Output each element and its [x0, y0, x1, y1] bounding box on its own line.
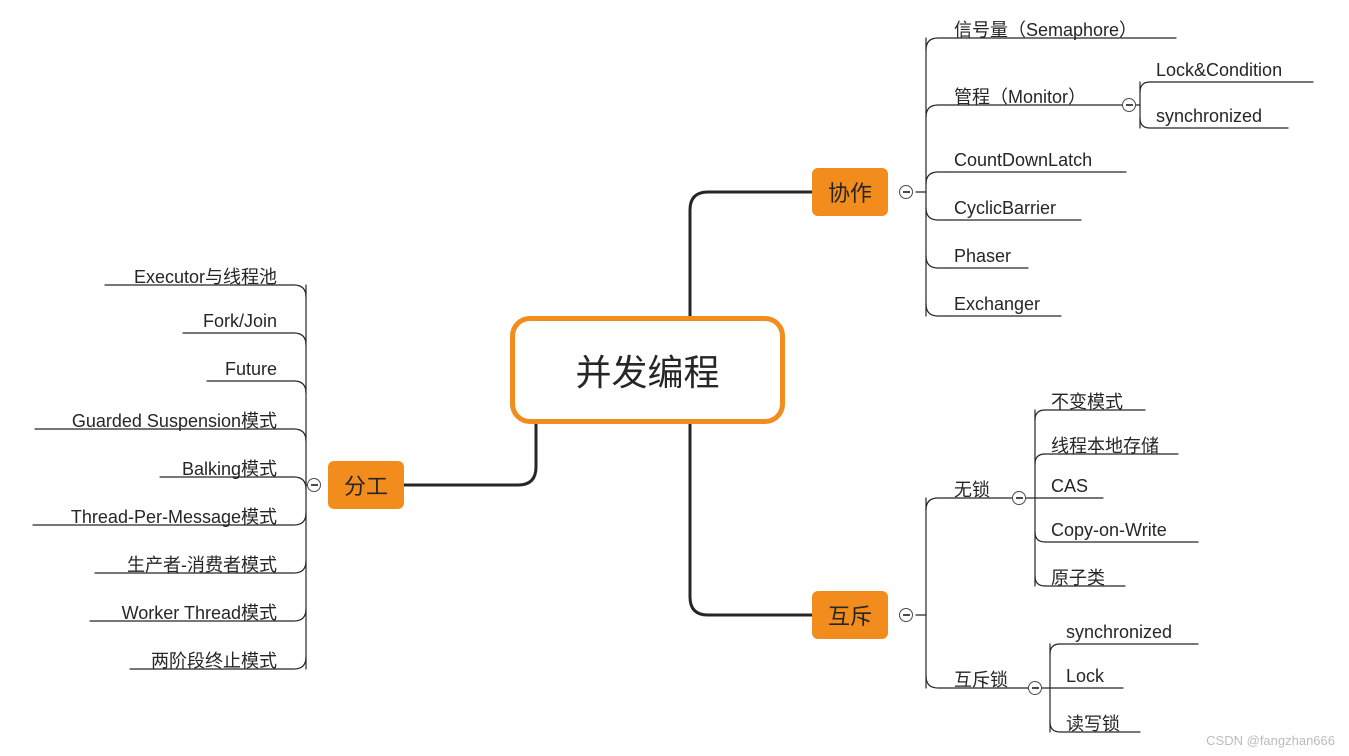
toggle-cooperation[interactable]: [899, 185, 913, 199]
leaf-division-6: 生产者-消费者模式: [127, 551, 277, 577]
leaf-division-8: 两阶段终止模式: [151, 647, 277, 673]
leaf-division-7: Worker Thread模式: [122, 599, 277, 625]
leaf-mutex-0-child-4: 原子类: [1051, 564, 1105, 590]
leaf-mutex-0-child-1: 线程本地存储: [1051, 432, 1159, 458]
leaf-mutex-0: 无锁: [954, 476, 990, 502]
category-cooperation[interactable]: 协作: [812, 168, 888, 216]
leaf-mutex-0-child-0: 不变模式: [1051, 388, 1123, 414]
leaf-mutex-1-child-1: Lock: [1066, 666, 1104, 687]
mindmap-canvas: 并发编程 CSDN @fangzhan666 分工 协作互斥 Executor与线程…: [0, 0, 1349, 756]
leaf-division-4: Balking模式: [182, 455, 277, 481]
toggle-mutex-0[interactable]: [1012, 491, 1026, 505]
category-division-label: 分工: [344, 469, 388, 501]
watermark: CSDN @fangzhan666: [1206, 733, 1335, 748]
leaf-division-5: Thread-Per-Message模式: [71, 503, 277, 529]
leaf-cooperation-5: Exchanger: [954, 294, 1040, 315]
root-node: 并发编程: [510, 316, 785, 424]
leaf-division-2: Future: [225, 359, 277, 380]
category-mutex[interactable]: 互斥: [812, 591, 888, 639]
toggle-division[interactable]: [307, 478, 321, 492]
leaf-mutex-1-child-0: synchronized: [1066, 622, 1172, 643]
category-mutex-label: 互斥: [828, 599, 872, 631]
toggle-mutex-1[interactable]: [1028, 681, 1042, 695]
toggle-cooperation-1[interactable]: [1122, 98, 1136, 112]
root-label: 并发编程: [575, 344, 719, 396]
category-division[interactable]: 分工: [328, 461, 404, 509]
leaf-division-3: Guarded Suspension模式: [72, 407, 277, 433]
leaf-division-0: Executor与线程池: [134, 263, 277, 289]
leaf-division-1: Fork/Join: [203, 311, 277, 332]
leaf-cooperation-1-child-1: synchronized: [1156, 106, 1262, 127]
leaf-mutex-1: 互斥锁: [954, 666, 1008, 692]
toggle-mutex[interactable]: [899, 608, 913, 622]
leaf-cooperation-0: 信号量（Semaphore）: [954, 16, 1137, 42]
leaf-cooperation-3: CyclicBarrier: [954, 198, 1056, 219]
leaf-mutex-1-child-2: 读写锁: [1066, 710, 1120, 736]
leaf-cooperation-1-child-0: Lock&Condition: [1156, 60, 1282, 81]
category-cooperation-label: 协作: [828, 176, 872, 208]
leaf-cooperation-2: CountDownLatch: [954, 150, 1092, 171]
leaf-mutex-0-child-3: Copy-on-Write: [1051, 520, 1167, 541]
leaf-cooperation-4: Phaser: [954, 246, 1011, 267]
leaf-cooperation-1: 管程（Monitor）: [954, 83, 1086, 109]
leaf-mutex-0-child-2: CAS: [1051, 476, 1088, 497]
